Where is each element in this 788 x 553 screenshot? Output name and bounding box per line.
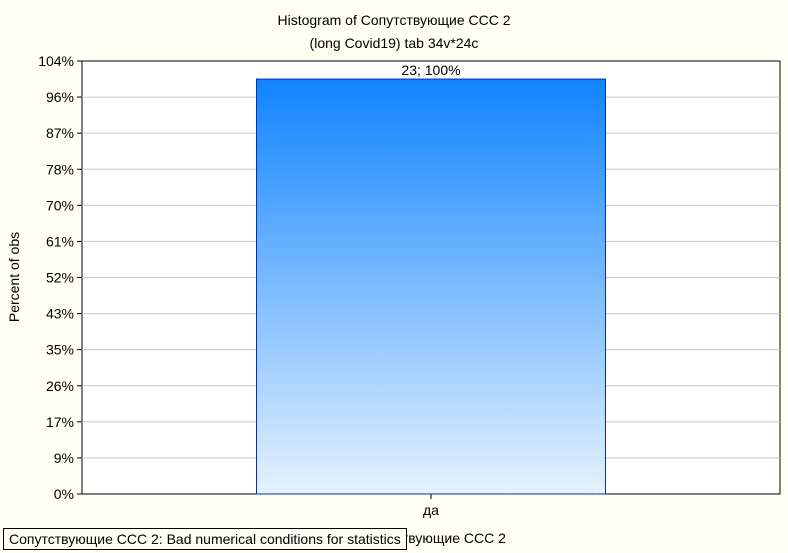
y-tick-label: 17%: [46, 414, 74, 430]
y-tick-label: 104%: [38, 53, 74, 69]
y-tick-label: 96%: [46, 89, 74, 105]
y-tick-label: 52%: [46, 270, 74, 286]
status-message: Сопутствующие ССС 2: Bad numerical condi…: [3, 528, 407, 550]
bar-data-label: 23; 100%: [401, 62, 460, 78]
y-tick-label: 70%: [46, 197, 74, 213]
bar: [256, 78, 606, 495]
y-tick-label: 35%: [46, 342, 74, 358]
y-tick-label: 26%: [46, 378, 74, 394]
chart-title: Histogram of Сопутствующие ССС 2: [277, 12, 510, 28]
y-tick-label: 0%: [54, 486, 74, 502]
y-tick-label: 61%: [46, 233, 74, 249]
y-tick-label: 78%: [46, 161, 74, 177]
y-tick-label: 87%: [46, 125, 74, 141]
chart-subtitle: (long Covid19) tab 34v*24c: [310, 35, 479, 51]
x-tick-label: да: [423, 502, 439, 518]
y-axis-label: Percent of obs: [6, 232, 22, 322]
y-tick-label: 9%: [54, 450, 74, 466]
y-tick-label: 43%: [46, 306, 74, 322]
